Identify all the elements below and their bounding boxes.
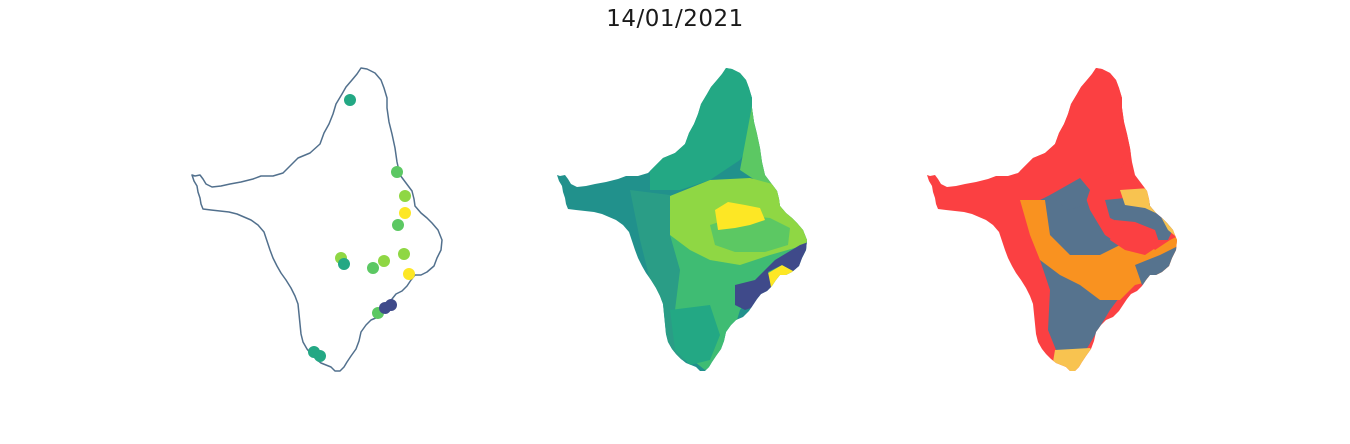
station-dot	[344, 94, 356, 106]
station-dot	[391, 166, 403, 178]
station-dot	[403, 268, 415, 280]
station-dot	[367, 262, 379, 274]
station-dot	[392, 219, 404, 231]
class-gold-south	[1050, 348, 1100, 371]
station-dot	[378, 255, 390, 267]
station-dot	[314, 350, 326, 362]
interpolated-map-svg	[557, 68, 807, 371]
class-slate-southeast	[1135, 245, 1177, 285]
station-points-svg	[191, 67, 443, 372]
station-dot	[398, 248, 410, 260]
station-dots	[308, 94, 415, 362]
class-slate-northwedge	[1050, 178, 1090, 210]
region-yellow-top	[715, 202, 765, 230]
state-outline	[191, 67, 443, 372]
station-dot	[399, 207, 411, 219]
figure-title: 14/01/2021	[606, 6, 744, 32]
station-dot	[385, 299, 397, 311]
class-red-inner	[1110, 220, 1160, 255]
region-dark-east	[735, 238, 807, 310]
region-south-mid	[670, 305, 720, 365]
interpolated-map	[550, 60, 840, 390]
classified-map-svg	[927, 68, 1177, 371]
classified-map	[920, 60, 1210, 390]
station-dot	[338, 258, 350, 270]
station-dot	[399, 190, 411, 202]
station-points-map	[185, 60, 475, 390]
